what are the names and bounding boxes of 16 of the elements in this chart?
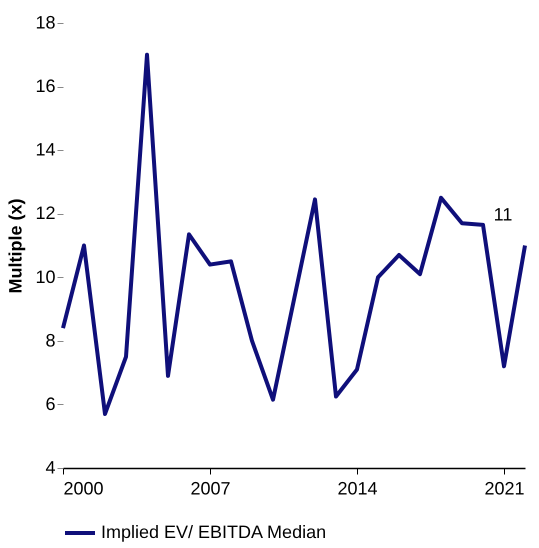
- y-tick-label: 16: [35, 76, 56, 96]
- legend-label: Implied EV/ EBITDA Median: [101, 522, 326, 542]
- y-tick-label: 4: [45, 458, 56, 478]
- x-tick-label: 2007: [190, 478, 231, 498]
- y-axis-title: Multiple (x): [5, 198, 26, 294]
- line-series: [61, 52, 527, 416]
- x-tick-label: 2014: [337, 478, 378, 498]
- x-tick-label: 2021: [484, 478, 525, 498]
- y-tick-label: 6: [45, 394, 56, 414]
- data-label: 11: [494, 204, 512, 224]
- y-tick-label: 14: [35, 140, 56, 160]
- x-tick-label: 2000: [64, 478, 104, 498]
- y-tick-label: 8: [45, 330, 56, 350]
- y-tick-label: 18: [35, 12, 56, 32]
- y-tick-label: 10: [35, 266, 56, 287]
- y-tick-label: 12: [35, 203, 56, 224]
